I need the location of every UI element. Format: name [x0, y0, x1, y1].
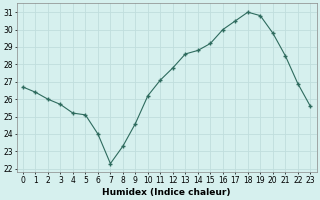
X-axis label: Humidex (Indice chaleur): Humidex (Indice chaleur): [102, 188, 231, 197]
